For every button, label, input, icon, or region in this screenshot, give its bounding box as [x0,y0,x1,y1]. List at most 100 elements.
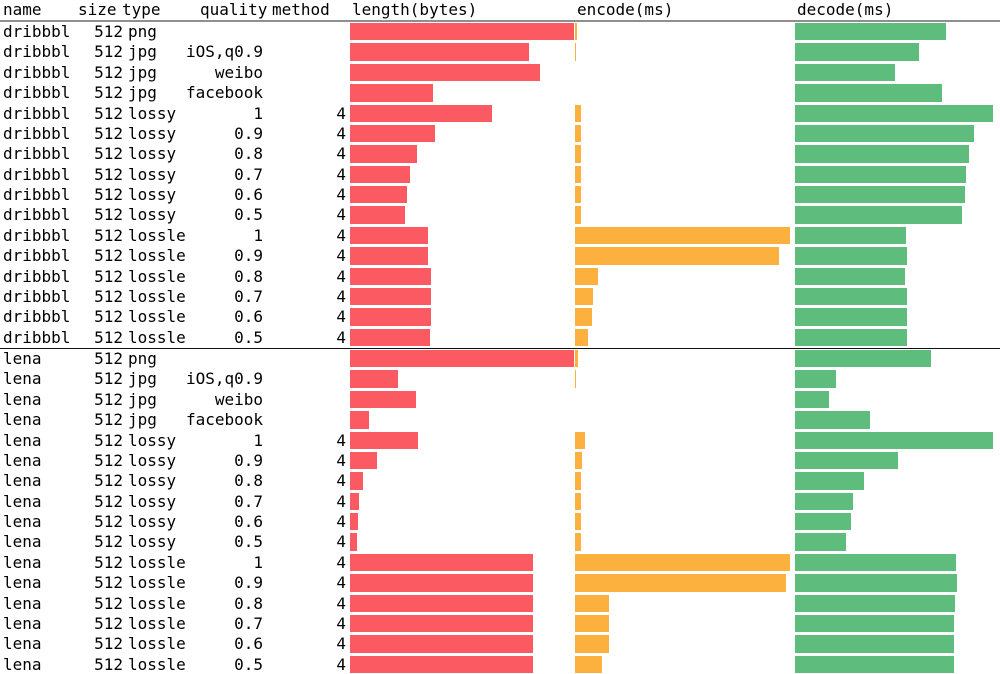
cell-decode: 4.493 [793,307,1000,327]
cell-quality: 1 [253,103,263,123]
length-bar [350,513,358,531]
cell-method: 4 [336,144,346,164]
decode-bar [795,411,870,429]
cell-quality: 0.6 [234,634,263,654]
table-row: dribbbl 512 lossle 1 4 11122 3570.431 4.… [0,226,1000,246]
decode-bar [795,594,956,612]
cell-size: 512 [94,123,123,143]
cell-type: lossle [128,246,186,266]
cell-name: lena [3,471,42,491]
cell-method: 4 [336,430,346,450]
encode-bar [575,553,790,572]
cell-decode: 6.782 [793,512,1000,532]
cell-size: 512 [94,286,123,306]
encode-bar [575,328,589,346]
table-row: dribbbl 512 jpg iOS,q0.9 25422 3.522 4.9… [0,42,1000,62]
cell-quality: 1 [253,430,263,450]
cell-quality: 0.8 [234,471,263,491]
cell-decode: 8.998 [793,410,1000,430]
cell-length: 7812 [349,205,574,225]
cell-method [265,410,349,430]
decode-bar [795,390,830,409]
cell-type: lossle [128,286,186,306]
cell-method: 4 [336,266,346,286]
decode-bar [795,23,947,41]
cell-name: dribbbl [3,42,71,62]
cell-name: lena [3,552,42,572]
decode-bar [795,370,837,388]
cell-name: dribbbl [3,266,71,286]
table-row: lena 512 lossle 1 4 426882 3416.961 19.4… [0,553,1000,573]
length-bar [350,124,435,143]
encode-bar [575,267,599,285]
cell-type: lossy [128,512,177,531]
cell-size: 512 [94,327,123,347]
cell-encode: 3416.961 [574,553,793,573]
table-row: lena 512 lossle 0.9 4 426882 3357.861 19… [0,573,1000,593]
cell-name: dribbbl [3,83,71,103]
table-row: lena 512 lossy 0.7 4 21020 97.009 6.997 [0,492,1000,512]
cell-type: jpg [128,389,157,409]
encode-bar [575,104,581,122]
cell-decode: 6.697 [793,205,1000,225]
cell-size: 512 [94,593,123,613]
cell-size: 512 [94,103,123,123]
cell-decode: 19.18 [793,655,1000,674]
table-row: dribbbl 512 lossle 0.7 4 11418 300.137 4… [0,287,1000,307]
table-row: lena 512 lossy 0.8 4 30222 102.421 8.285 [0,471,1000,491]
table-row: dribbbl 512 lossy 0.5 4 7812 103.4 6.697 [0,205,1000,225]
cell-method [265,349,349,369]
cell-method [265,42,349,62]
cell-size: 512 [94,634,123,654]
cell-name: dribbbl [3,205,71,225]
cell-decode: 4.955 [793,42,1000,62]
cell-method: 4 [336,123,346,143]
cell-method: 4 [336,552,346,572]
cell-quality: 1 [253,225,263,245]
table-row: lena 512 lossle 0.8 4 427646 540.672 19.… [0,594,1000,614]
length-bar [350,472,363,490]
cell-name: dribbbl [3,286,71,306]
table-row: dribbbl 512 lossy 0.7 4 8522 101.238 6.8… [0,165,1000,185]
cell-type: lossle [128,654,186,674]
cell-method: 4 [336,246,346,266]
cell-length: 30222 [349,471,574,491]
decode-bar [795,247,907,265]
cell-encode: 97.009 [574,492,793,512]
encode-bar [575,513,582,531]
cell-length: 63792 [349,451,574,471]
decode-bar [795,145,969,163]
table-row: lena 512 lossy 0.9 4 63792 118.906 12.42… [0,451,1000,471]
length-bar [350,267,431,285]
cell-size: 512 [94,42,123,62]
cell-quality: 0.9 [234,123,263,143]
col-header-encode: encode(ms) [577,0,674,19]
cell-size: 512 [94,225,123,245]
cell-method [265,63,349,83]
cell-length: 111690 [349,369,574,389]
cell-name: dribbbl [3,307,71,327]
cell-method [265,369,349,389]
decode-bar [795,84,943,102]
length-bar [350,370,398,388]
cell-decode: 7.938 [793,104,1000,124]
cell-length: 11418 [349,287,574,307]
table-row: lena 512 png 525032 53.894 16.464 [0,349,1000,369]
table-row: dribbbl 512 lossy 1 4 20188 99.604 7.938 [0,104,1000,124]
cell-encode: 388.216 [574,267,793,287]
cell-size: 512 [94,22,123,41]
encode-bar [575,594,610,612]
decode-bar [795,472,864,490]
decode-bar [795,492,853,510]
length-bar [350,43,530,61]
cell-quality: weibo [214,62,263,82]
col-header-method: method [272,0,330,19]
cell-quality: weibo [214,389,263,409]
cell-size: 512 [94,246,123,266]
cell-method: 4 [336,450,346,470]
cell-size: 512 [94,430,123,450]
length-bar [350,308,431,326]
cell-name: dribbbl [3,246,71,266]
cell-encode: 533.558 [574,634,793,654]
cell-quality: iOS,q0.9 [186,369,264,389]
